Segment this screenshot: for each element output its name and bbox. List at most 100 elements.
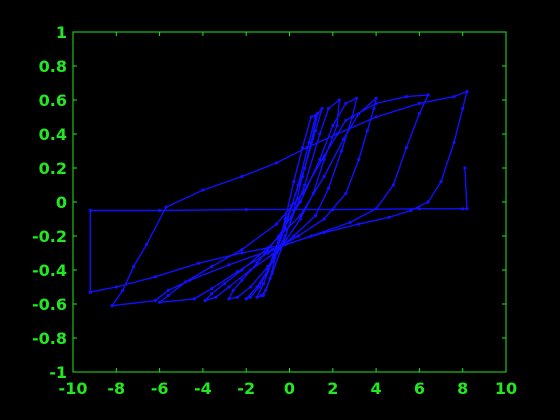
data-point bbox=[320, 106, 324, 111]
data-point bbox=[227, 285, 231, 289]
x-tick-label: -4 bbox=[194, 379, 212, 398]
y-tick-label: 1 bbox=[56, 23, 67, 42]
y-tick-label: 0 bbox=[56, 193, 67, 212]
data-point bbox=[290, 203, 294, 207]
data-point bbox=[374, 207, 378, 211]
data-point bbox=[404, 146, 408, 150]
y-tick-label: 0.2 bbox=[39, 159, 67, 178]
y-axis-ticks: -1 -0.8 -0.6 -0.4 -0.2 0 0.2 0.4 0.6 0.8 1 bbox=[32, 23, 506, 382]
data-point bbox=[344, 191, 348, 196]
series-line bbox=[89, 90, 469, 307]
data-point bbox=[227, 297, 231, 301]
y-tick-label: -0.4 bbox=[32, 261, 67, 280]
data-point bbox=[259, 293, 263, 298]
data-point bbox=[270, 248, 274, 252]
data-point bbox=[296, 183, 300, 187]
data-point bbox=[255, 261, 259, 265]
data-point bbox=[110, 304, 114, 308]
data-point bbox=[322, 157, 326, 162]
data-point bbox=[311, 191, 315, 196]
data-point bbox=[322, 174, 326, 179]
data-point bbox=[222, 282, 227, 286]
data-point bbox=[240, 278, 244, 282]
data-point bbox=[357, 222, 361, 226]
data-point bbox=[264, 288, 268, 292]
x-tick-label: -10 bbox=[59, 379, 88, 398]
data-point bbox=[248, 295, 253, 299]
data-point bbox=[153, 275, 157, 279]
data-point bbox=[283, 225, 287, 230]
data-point bbox=[210, 287, 214, 291]
y-tick-label: 0.4 bbox=[39, 125, 67, 144]
data-point bbox=[342, 137, 346, 141]
data-point bbox=[164, 205, 168, 209]
data-point bbox=[309, 234, 313, 238]
data-point bbox=[372, 106, 376, 111]
data-point bbox=[326, 186, 331, 190]
data-point bbox=[409, 208, 413, 213]
data-point bbox=[274, 251, 279, 255]
data-point bbox=[114, 285, 118, 289]
x-tick-label: -8 bbox=[107, 379, 125, 398]
data-point bbox=[313, 129, 318, 133]
data-point bbox=[153, 299, 157, 303]
data-point bbox=[344, 118, 348, 122]
data-point bbox=[283, 242, 287, 247]
data-point bbox=[197, 261, 201, 265]
data-point bbox=[296, 234, 300, 238]
data-point bbox=[300, 174, 305, 179]
y-tick-label: 0.8 bbox=[39, 57, 67, 76]
data-point bbox=[355, 96, 359, 100]
data-point bbox=[266, 265, 270, 269]
data-point bbox=[452, 95, 456, 99]
data-point bbox=[255, 295, 259, 299]
data-point bbox=[240, 174, 244, 179]
data-point bbox=[348, 220, 352, 224]
x-tick-label: 6 bbox=[414, 379, 425, 398]
data-point bbox=[404, 95, 408, 99]
data-point bbox=[227, 263, 231, 267]
data-point bbox=[292, 208, 296, 213]
data-point bbox=[463, 166, 467, 170]
data-point bbox=[283, 234, 287, 238]
data-point bbox=[240, 248, 244, 252]
data-point bbox=[188, 278, 192, 282]
data-point bbox=[439, 180, 443, 184]
data-point bbox=[298, 217, 302, 221]
data-point bbox=[248, 285, 253, 289]
data-point bbox=[313, 214, 318, 218]
data-point bbox=[326, 106, 331, 111]
data-point bbox=[88, 208, 92, 213]
y-tick-label: -0.8 bbox=[32, 329, 67, 348]
data-point bbox=[303, 183, 307, 187]
data-point bbox=[201, 188, 205, 192]
data-point bbox=[316, 112, 320, 116]
data-point bbox=[257, 285, 261, 289]
data-point bbox=[318, 157, 322, 162]
x-tick-label: -2 bbox=[237, 379, 255, 398]
data-point bbox=[270, 259, 274, 264]
data-point bbox=[270, 253, 274, 257]
data-point bbox=[339, 149, 344, 153]
data-point bbox=[461, 207, 465, 211]
x-tick-label: 10 bbox=[495, 379, 517, 398]
data-point bbox=[292, 180, 296, 184]
data-point bbox=[240, 268, 244, 272]
data-point bbox=[244, 297, 248, 301]
data-point bbox=[261, 282, 266, 286]
data-point bbox=[300, 191, 305, 196]
data-point bbox=[344, 101, 348, 105]
data-point bbox=[210, 265, 214, 269]
x-tick-label: 4 bbox=[371, 379, 382, 398]
data-point bbox=[240, 251, 244, 255]
data-point bbox=[465, 207, 469, 211]
plot-area bbox=[88, 89, 469, 308]
data-point bbox=[461, 106, 465, 111]
data-point bbox=[192, 297, 196, 301]
data-point bbox=[298, 200, 302, 204]
data-point bbox=[132, 265, 136, 269]
data-point bbox=[350, 115, 354, 119]
data-point bbox=[281, 242, 285, 247]
x-tick-label: 0 bbox=[284, 379, 295, 398]
